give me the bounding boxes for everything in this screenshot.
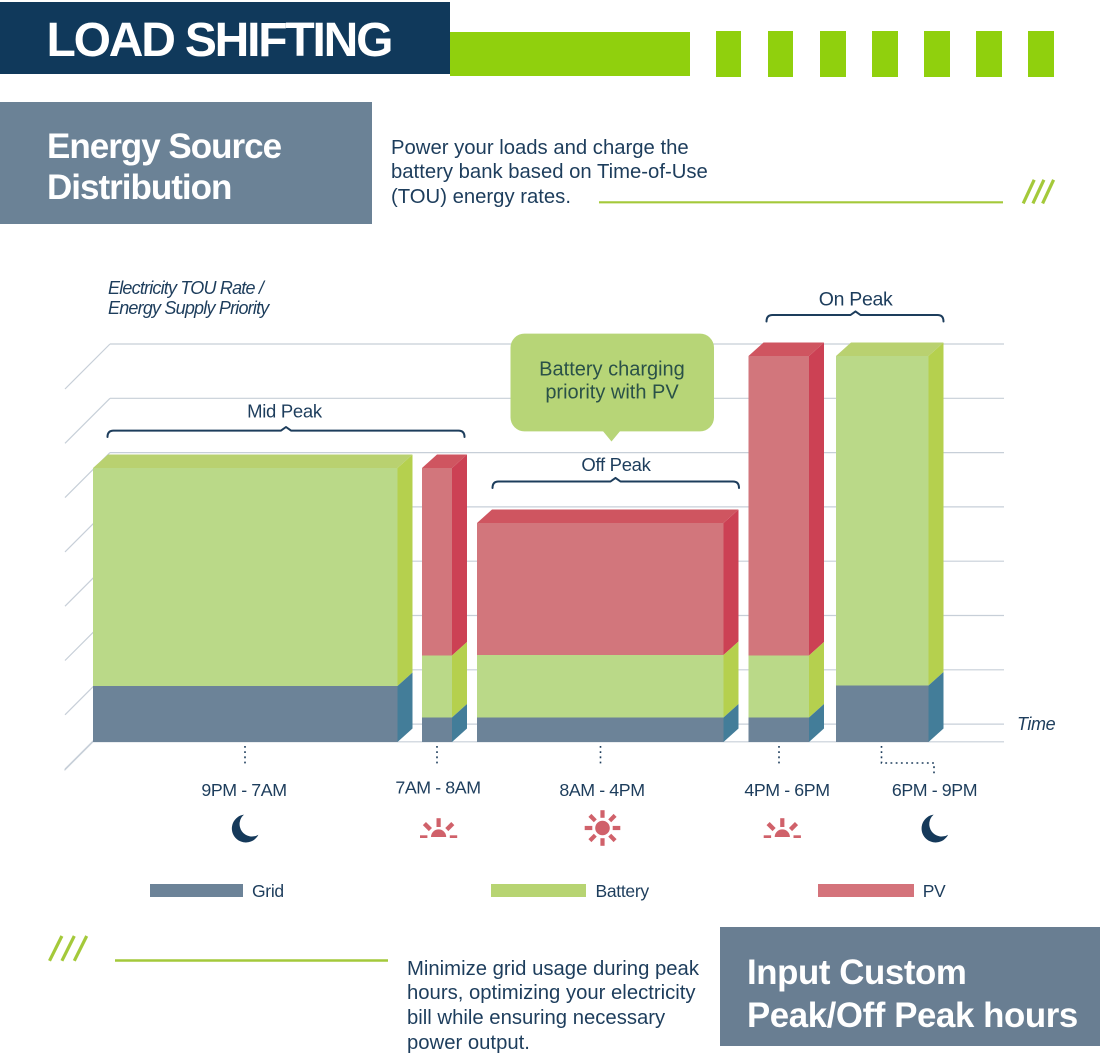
svg-text:Electricity TOU Rate /: Electricity TOU Rate /	[108, 278, 266, 298]
svg-text:Mid Peak: Mid Peak	[247, 401, 323, 422]
svg-text:7AM - 8AM: 7AM - 8AM	[395, 778, 480, 798]
svg-text:9PM - 7AM: 9PM - 7AM	[201, 780, 286, 800]
svg-text:Off Peak: Off Peak	[581, 454, 651, 475]
svg-text:6PM - 9PM: 6PM - 9PM	[892, 780, 977, 800]
svg-text:Energy Supply Priority: Energy Supply Priority	[108, 298, 270, 318]
svg-text:Time: Time	[1017, 714, 1056, 734]
svg-text:8AM - 4PM: 8AM - 4PM	[559, 780, 644, 800]
svg-text:4PM - 6PM: 4PM - 6PM	[744, 780, 829, 800]
svg-text:priority with PV: priority with PV	[545, 382, 679, 404]
svg-text:Battery charging: Battery charging	[539, 358, 685, 380]
svg-text:On Peak: On Peak	[819, 289, 893, 311]
